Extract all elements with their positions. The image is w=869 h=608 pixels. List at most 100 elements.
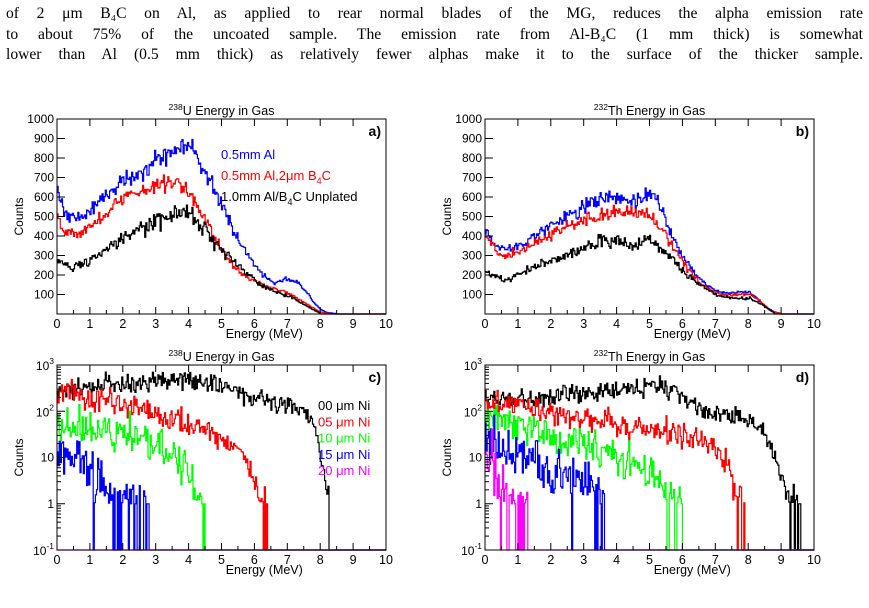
series-line bbox=[57, 204, 386, 315]
y-tick-label: 900 bbox=[462, 132, 482, 146]
panel-label: a) bbox=[369, 123, 381, 139]
x-tick-label: 8 bbox=[317, 317, 324, 331]
legend-entry: 10 μm Ni bbox=[318, 431, 370, 446]
x-tick-label: 1 bbox=[514, 553, 521, 567]
y-tick-label: 103 bbox=[464, 356, 482, 373]
legend-entry: 1.0mm Al/B4C Unplated bbox=[221, 189, 358, 207]
x-tick-label: 0 bbox=[54, 553, 61, 567]
y-tick-label: 1 bbox=[475, 497, 482, 511]
y-axis-title: Counts bbox=[12, 438, 26, 476]
y-tick-label: 200 bbox=[462, 268, 482, 282]
series-line bbox=[485, 389, 814, 551]
y-axis-title: Counts bbox=[440, 438, 454, 476]
y-tick-label: 600 bbox=[462, 190, 482, 204]
y-tick-label: 400 bbox=[34, 229, 54, 243]
x-tick-label: 6 bbox=[679, 553, 686, 567]
x-tick-label: 9 bbox=[778, 317, 785, 331]
series-line bbox=[485, 375, 814, 551]
x-tick-label: 2 bbox=[547, 553, 554, 567]
x-axis-title: Energy (MeV) bbox=[226, 563, 303, 577]
x-tick-label: 5 bbox=[218, 317, 225, 331]
y-tick-label: 500 bbox=[34, 210, 54, 224]
y-tick-label: 600 bbox=[34, 190, 54, 204]
x-tick-label: 4 bbox=[613, 317, 620, 331]
x-tick-label: 9 bbox=[350, 317, 357, 331]
y-tick-label: 100 bbox=[34, 288, 54, 302]
x-tick-label: 6 bbox=[251, 553, 258, 567]
x-tick-label: 10 bbox=[379, 553, 393, 567]
x-tick-label: 3 bbox=[152, 553, 159, 567]
body-text-paragraph: of 2 μm B₄C on Al, as applied to rear no… bbox=[6, 4, 863, 66]
body-text-line: to about 75% of the uncoated sample. The… bbox=[6, 25, 863, 43]
chart-title: 238U Energy in Gas bbox=[169, 102, 275, 118]
x-tick-label: 1 bbox=[86, 553, 93, 567]
y-tick-label: 800 bbox=[34, 151, 54, 165]
panel-label: d) bbox=[796, 369, 809, 385]
x-tick-label: 9 bbox=[778, 553, 785, 567]
y-tick-label: 900 bbox=[34, 132, 54, 146]
x-tick-label: 6 bbox=[679, 317, 686, 331]
y-tick-label: 100 bbox=[462, 288, 482, 302]
y-tick-label: 10 bbox=[469, 451, 483, 465]
y-tick-label: 700 bbox=[34, 171, 54, 185]
x-tick-label: 2 bbox=[119, 553, 126, 567]
x-tick-label: 7 bbox=[284, 317, 291, 331]
chart-panel-d: 0 1 2 3 4 5 6 7 8 9 10 10-1 1 10 102 103 232Th Energy in… bbox=[440, 348, 821, 577]
y-tick-label: 200 bbox=[34, 268, 54, 282]
x-tick-label: 5 bbox=[646, 317, 653, 331]
x-tick-label: 8 bbox=[745, 553, 752, 567]
legend-entry: 15 μm Ni bbox=[318, 447, 370, 462]
x-tick-label: 6 bbox=[251, 317, 258, 331]
y-tick-label: 400 bbox=[462, 229, 482, 243]
series-line bbox=[57, 138, 386, 315]
series-line bbox=[485, 187, 814, 315]
y-tick-label: 700 bbox=[462, 171, 482, 185]
x-tick-label: 3 bbox=[580, 553, 587, 567]
x-tick-label: 0 bbox=[482, 317, 489, 331]
series-line bbox=[485, 204, 814, 315]
y-tick-label: 10-1 bbox=[461, 541, 482, 558]
y-tick-label: 300 bbox=[34, 249, 54, 263]
x-tick-label: 4 bbox=[185, 553, 192, 567]
legend-entry: 0.5mm Al,2μm B4C bbox=[221, 168, 331, 186]
x-tick-label: 2 bbox=[547, 317, 554, 331]
x-tick-label: 10 bbox=[807, 317, 821, 331]
chart-title: 232Th Energy in Gas bbox=[594, 348, 705, 364]
x-tick-label: 1 bbox=[86, 317, 93, 331]
legend-entry: 05 μm Ni bbox=[318, 414, 370, 429]
chart-panel-b: 0 1 2 3 4 5 6 7 8 9 10 100 200 300 400 500 600 700 800 900 1… bbox=[440, 102, 821, 341]
y-tick-label: 10-1 bbox=[33, 541, 54, 558]
body-text-line: of 2 μm B₄C on Al, as applied to rear no… bbox=[6, 5, 863, 22]
legend-entry: 0.5mm Al bbox=[221, 147, 275, 162]
series-line bbox=[57, 174, 386, 315]
x-axis-title: Energy (MeV) bbox=[226, 327, 303, 341]
x-tick-label: 10 bbox=[379, 317, 393, 331]
x-tick-label: 9 bbox=[350, 553, 357, 567]
chart-title: 232Th Energy in Gas bbox=[594, 102, 705, 118]
panel-label: c) bbox=[369, 369, 381, 385]
y-tick-label: 10 bbox=[41, 451, 55, 465]
x-tick-label: 10 bbox=[807, 553, 821, 567]
y-tick-label: 102 bbox=[464, 402, 482, 419]
y-tick-label: 102 bbox=[36, 402, 54, 419]
y-axis-title: Counts bbox=[440, 197, 454, 235]
x-tick-label: 0 bbox=[54, 317, 61, 331]
x-tick-label: 8 bbox=[317, 553, 324, 567]
x-tick-label: 8 bbox=[745, 317, 752, 331]
series-line bbox=[485, 428, 814, 551]
x-tick-label: 1 bbox=[514, 317, 521, 331]
x-axis-title: Energy (MeV) bbox=[654, 327, 731, 341]
y-tick-label: 1 bbox=[47, 497, 54, 511]
legend-entry: 20 μm Ni bbox=[318, 463, 370, 478]
y-tick-label: 300 bbox=[462, 249, 482, 263]
panel-label: b) bbox=[796, 123, 809, 139]
y-tick-label: 1000 bbox=[27, 112, 54, 126]
y-tick-label: 800 bbox=[462, 151, 482, 165]
y-tick-label: 103 bbox=[36, 356, 54, 373]
y-axis-title: Counts bbox=[12, 197, 26, 235]
chart-panel-a: 0 1 2 3 4 5 6 7 8 9 10 100 200 300 400 500 600 700 800 900 1… bbox=[12, 102, 393, 341]
x-tick-label: 7 bbox=[284, 553, 291, 567]
plot-frame bbox=[484, 364, 815, 551]
x-tick-label: 5 bbox=[218, 553, 225, 567]
